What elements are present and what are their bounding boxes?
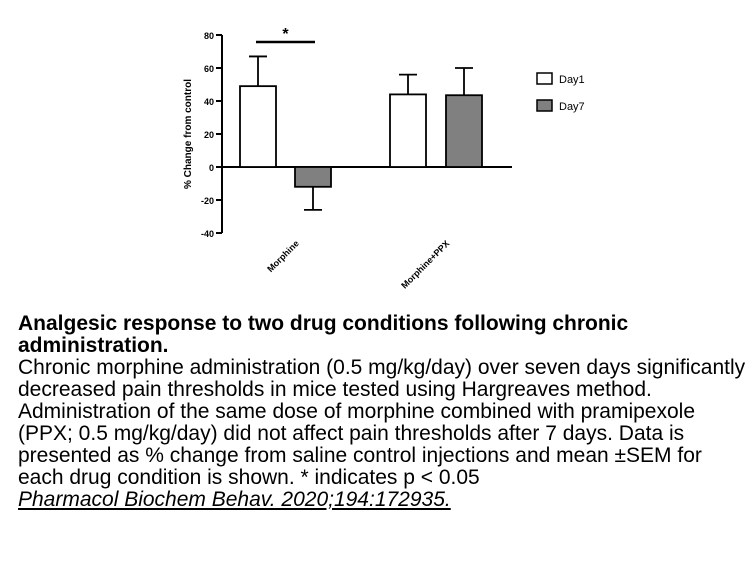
x-tick-label: Morphine+PPX xyxy=(399,238,451,290)
y-tick-label: -40 xyxy=(201,229,214,239)
significance-star: * xyxy=(282,26,289,43)
legend-swatch xyxy=(536,72,553,85)
y-tick-label: 60 xyxy=(204,64,214,74)
bar-chart: -40 -20 0 20 40 60 80 % Change from control Mor… xyxy=(183,26,585,291)
bar xyxy=(239,85,277,168)
caption-body: Chronic morphine administration (0.5 mg/… xyxy=(18,356,746,489)
legend: Day1 Day7 xyxy=(536,72,585,113)
bar xyxy=(294,166,332,188)
annotations: * xyxy=(256,26,315,44)
y-tick-label: 0 xyxy=(209,163,214,173)
y-axis-label: % Change from control xyxy=(183,79,194,189)
legend-swatch xyxy=(536,99,553,112)
bars xyxy=(239,55,483,211)
caption-citation: Pharmacol Biochem Behav. 2020;194:172935… xyxy=(18,488,451,511)
bar xyxy=(445,94,483,168)
bar xyxy=(389,93,427,168)
x-axis: Morphine Morphine+PPX xyxy=(222,166,512,291)
caption-title: Analgesic response to two drug condition… xyxy=(18,312,629,357)
legend-label: Day1 xyxy=(559,74,585,86)
y-tick-label: 80 xyxy=(204,31,214,41)
y-tick-label: 20 xyxy=(204,130,214,140)
y-axis: -40 -20 0 20 40 60 80 % Change from control xyxy=(183,31,223,239)
y-tick-label: -20 xyxy=(201,196,214,206)
figure-caption: Analgesic response to two drug condition… xyxy=(18,313,746,511)
legend-label: Day7 xyxy=(559,101,585,113)
x-tick-label: Morphine xyxy=(265,238,301,274)
y-tick-label: 40 xyxy=(204,97,214,107)
